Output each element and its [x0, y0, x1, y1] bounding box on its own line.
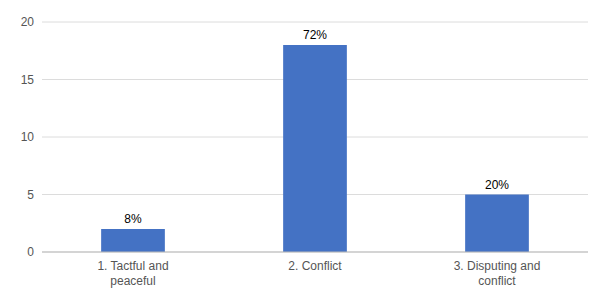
- x-axis-line: [42, 252, 588, 253]
- chart-svg: 0 5 10 15 20 8% 72% 20% 1. Tactful andpeaceful 2.…: [0, 0, 604, 304]
- x-tick-label: 3. Disputing andconflict: [454, 259, 541, 288]
- x-tick-label-line: 3. Disputing and: [454, 259, 541, 273]
- x-tick-label-line: 2. Conflict: [288, 259, 342, 273]
- grid-line: [42, 252, 588, 253]
- y-tick-label: 15: [21, 73, 35, 87]
- chart-container: 0 5 10 15 20 8% 72% 20% 1. Tactful andpeaceful 2.…: [0, 0, 604, 304]
- data-label: 8%: [124, 212, 142, 226]
- bar: [283, 45, 347, 252]
- x-tick-label: 2. Conflict: [288, 259, 342, 273]
- y-tick-label: 5: [27, 188, 34, 202]
- y-tick-label: 0: [27, 245, 34, 259]
- y-tick-label: 10: [21, 130, 35, 144]
- x-tick-label-line: peaceful: [110, 274, 155, 288]
- bar: [465, 195, 529, 253]
- data-label: 72%: [303, 28, 327, 42]
- bars: [101, 45, 529, 252]
- x-tick-label-line: 1. Tactful and: [97, 259, 168, 273]
- y-tick-label: 20: [21, 15, 35, 29]
- x-tick-label: 1. Tactful andpeaceful: [97, 259, 168, 288]
- bar: [101, 229, 165, 252]
- data-label: 20%: [485, 178, 509, 192]
- x-tick-label-line: conflict: [478, 274, 516, 288]
- grid-line: [42, 22, 588, 23]
